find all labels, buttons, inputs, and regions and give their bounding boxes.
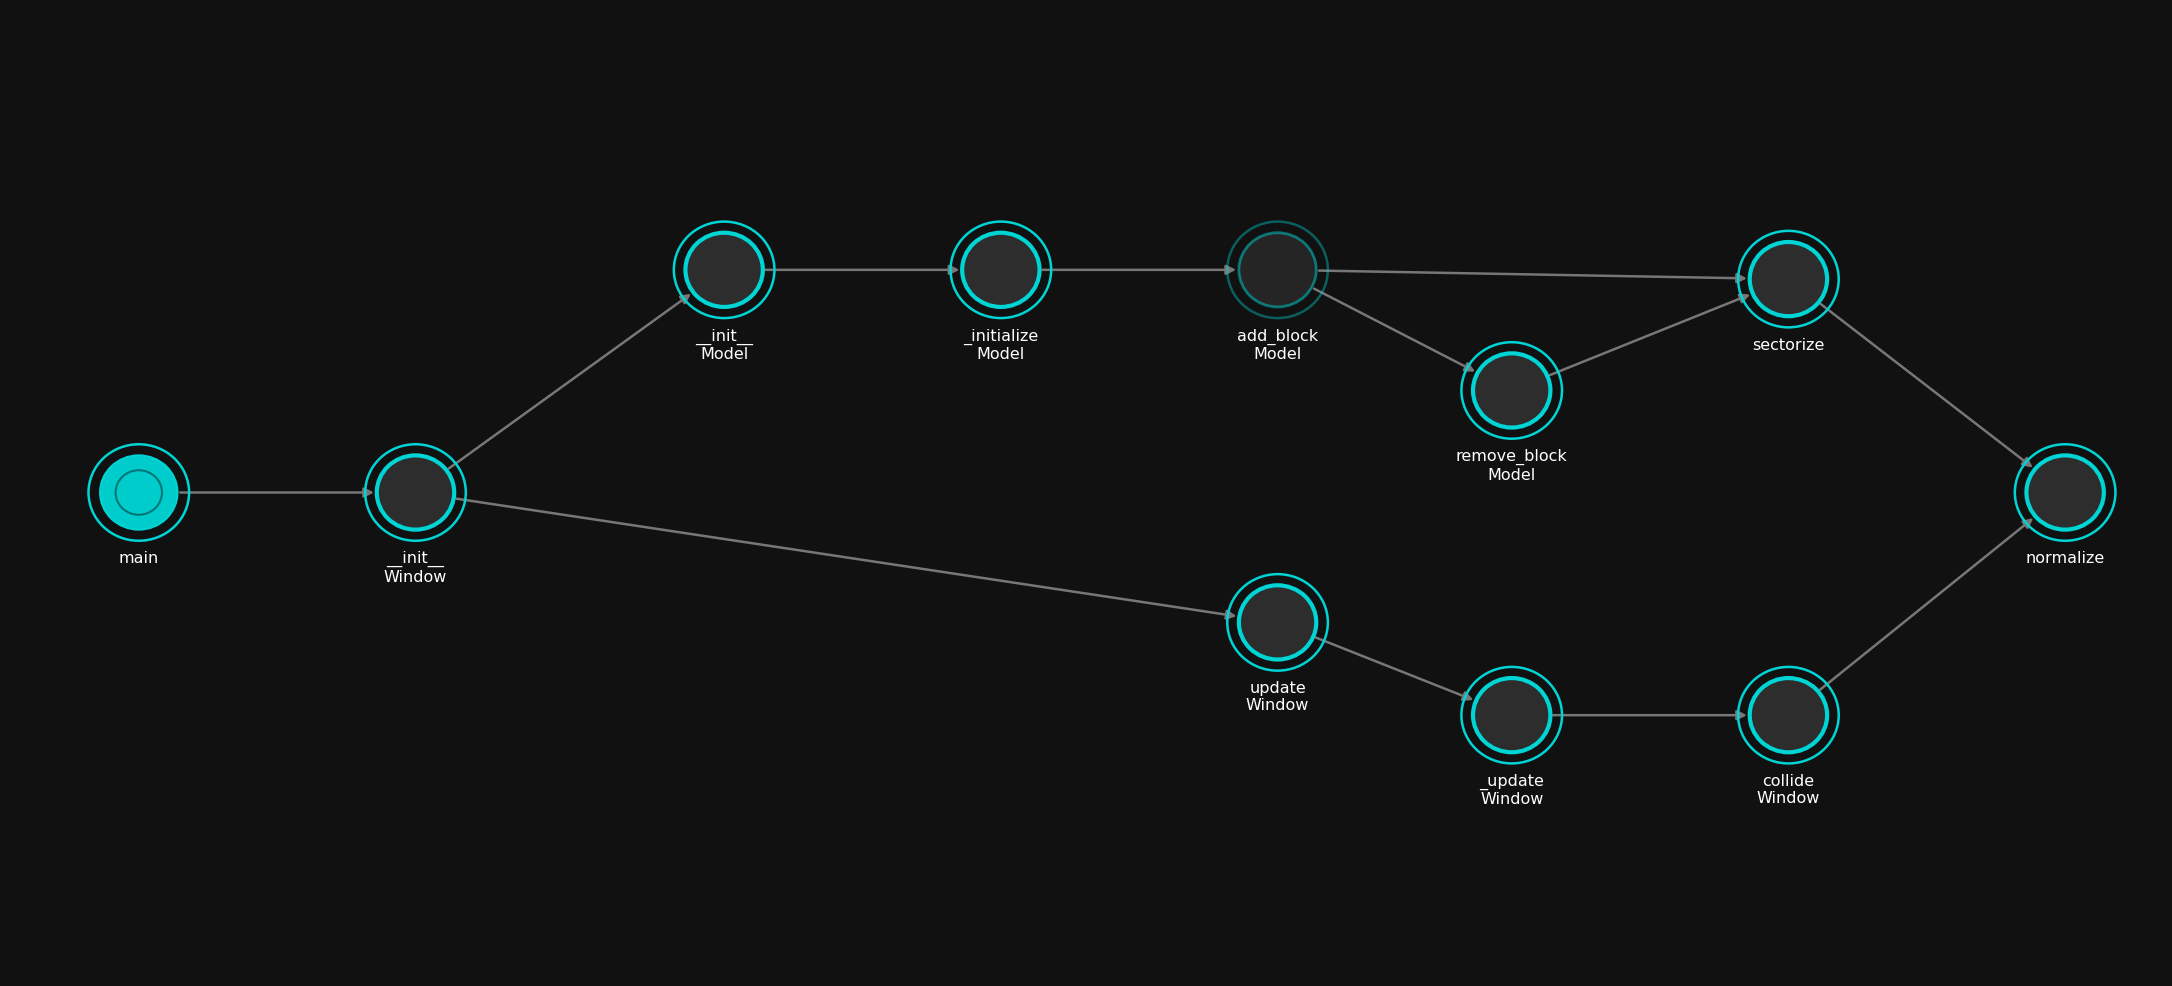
Text: _update
Window: _update Window — [1479, 773, 1544, 807]
Ellipse shape — [2026, 456, 2105, 530]
Text: __init__
Window: __init__ Window — [384, 550, 447, 584]
Ellipse shape — [376, 456, 454, 530]
Text: sectorize: sectorize — [1753, 337, 1824, 352]
Text: normalize: normalize — [2026, 550, 2105, 565]
Text: main: main — [119, 550, 159, 565]
Ellipse shape — [962, 234, 1040, 308]
Ellipse shape — [1238, 234, 1316, 308]
Ellipse shape — [686, 234, 762, 308]
Text: __init__
Model: __init__ Model — [695, 328, 754, 362]
Text: remove_block
Model: remove_block Model — [1455, 449, 1568, 482]
Ellipse shape — [100, 456, 178, 530]
Ellipse shape — [1473, 678, 1551, 752]
Text: collide
Window: collide Window — [1757, 773, 1820, 806]
Text: update
Window: update Window — [1247, 680, 1310, 713]
Ellipse shape — [1473, 354, 1551, 428]
Ellipse shape — [1751, 678, 1827, 752]
Ellipse shape — [1751, 243, 1827, 317]
Text: _initialize
Model: _initialize Model — [962, 328, 1038, 362]
Ellipse shape — [1238, 586, 1316, 660]
Text: add_block
Model: add_block Model — [1238, 328, 1318, 362]
